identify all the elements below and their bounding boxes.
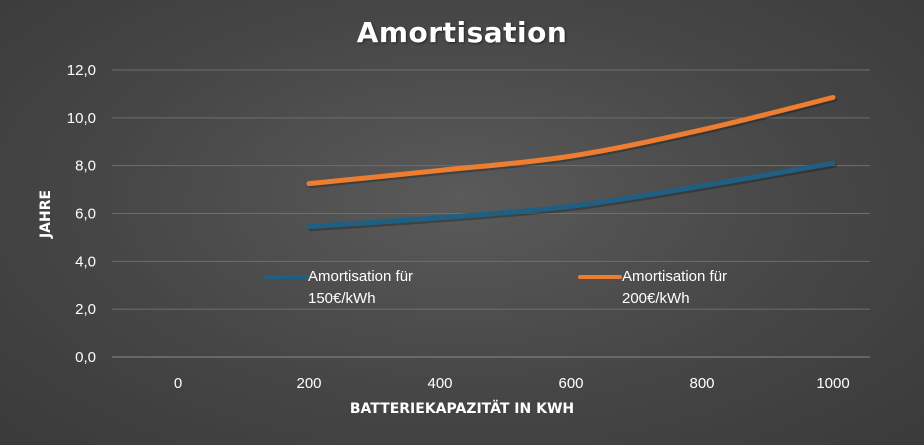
y-tick-label: 10,0	[67, 110, 96, 127]
legend-item-series-2: Amortisation für 200€/kWh	[578, 266, 762, 310]
x-tick-label: 600	[558, 375, 583, 392]
x-tick-label: 200	[296, 375, 321, 392]
legend-item-series-1: Amortisation für 150€/kWh	[264, 266, 448, 310]
x-tick-label: 800	[689, 375, 714, 392]
y-tick-label: 0,0	[75, 349, 96, 366]
y-tick-label: 6,0	[75, 206, 96, 223]
series-line-2	[306, 95, 836, 187]
x-tick-label: 400	[427, 375, 452, 392]
legend-swatch-series-2	[578, 275, 622, 279]
y-tick-label: 2,0	[75, 301, 96, 318]
y-axis-label: JAHRE	[38, 189, 54, 239]
y-tick-label: 8,0	[75, 158, 96, 175]
legend-label-series-2: Amortisation für 200€/kWh	[622, 268, 728, 307]
y-tick-label: 12,0	[67, 62, 96, 79]
series-line-1	[306, 160, 836, 230]
x-tick-label: 0	[174, 375, 182, 392]
legend-label-series-1: Amortisation für 150€/kWh	[308, 268, 414, 307]
chart-title: Amortisation	[356, 16, 568, 49]
x-axis-label: BATTERIEKAPAZITÄT IN KWH	[349, 401, 575, 417]
legend-swatch-series-1	[264, 275, 308, 279]
y-tick-label: 4,0	[75, 253, 96, 270]
series-line-shadow	[308, 97, 837, 189]
x-tick-label: 1000	[816, 375, 849, 392]
